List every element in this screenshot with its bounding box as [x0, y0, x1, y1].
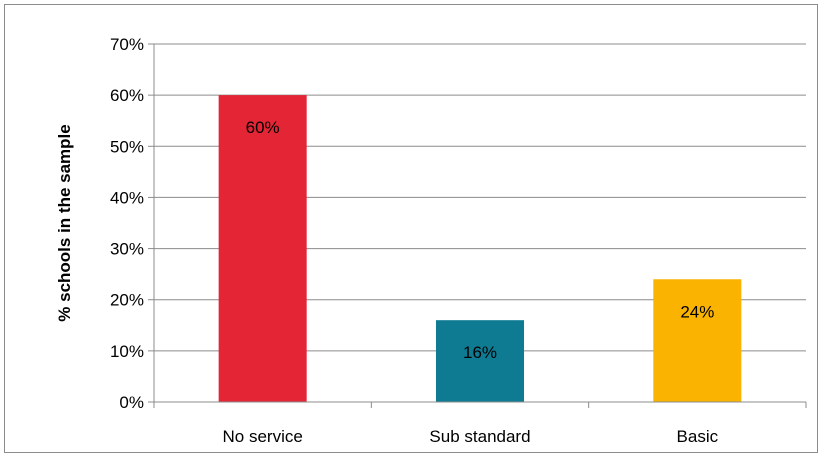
- x-category-label: Sub standard: [429, 427, 530, 446]
- bar-basic: [653, 279, 742, 402]
- x-category-label: No service: [223, 427, 303, 446]
- y-tick-label: 0%: [119, 393, 144, 412]
- data-label: 16%: [463, 343, 497, 362]
- data-label: 60%: [246, 118, 280, 137]
- bar-sub-standard: [435, 320, 525, 402]
- y-tick-label: 60%: [110, 86, 144, 105]
- y-tick-label: 10%: [110, 342, 144, 361]
- bars: [218, 95, 742, 403]
- x-category-label: Basic: [677, 427, 719, 446]
- y-tick-label: 20%: [110, 291, 144, 310]
- y-tick-label: 50%: [110, 137, 144, 156]
- labels: 0% 10% 20% 30% 40% 50% 60% 70% 60% No service 16% S…: [110, 35, 719, 446]
- data-label: 24%: [680, 302, 714, 321]
- y-axis-title: % schools in the sample: [55, 124, 74, 321]
- axes: [148, 43, 807, 408]
- y-tick-label: 70%: [110, 35, 144, 54]
- y-tick-label: 30%: [110, 240, 144, 259]
- y-tick-label: 40%: [110, 188, 144, 207]
- bar-no-service: [218, 95, 307, 403]
